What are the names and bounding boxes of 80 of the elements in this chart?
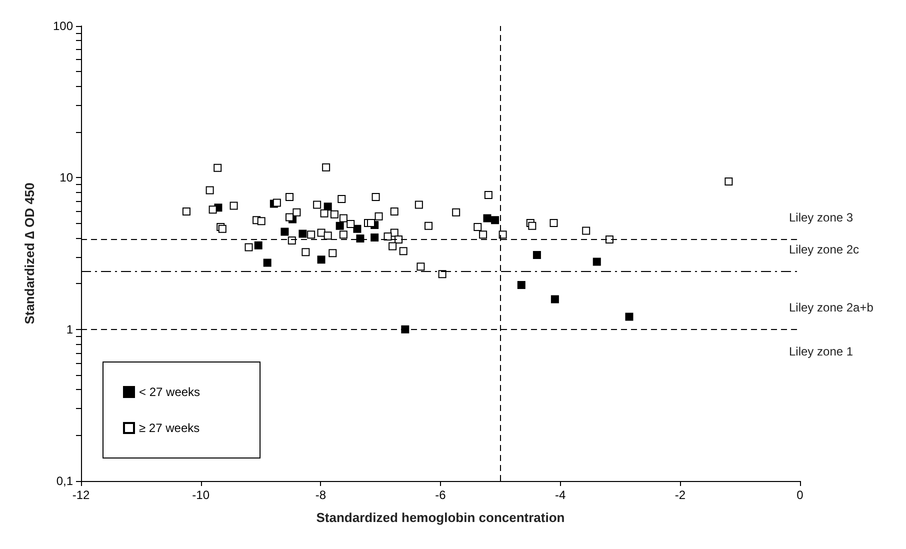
point xyxy=(324,232,332,240)
point xyxy=(339,230,348,239)
point xyxy=(474,222,482,231)
point xyxy=(317,256,326,264)
point xyxy=(517,281,526,290)
point xyxy=(370,234,379,242)
point xyxy=(484,191,492,200)
point xyxy=(424,222,433,230)
x-tick-label: -6 xyxy=(435,488,446,502)
point xyxy=(582,226,590,235)
point xyxy=(320,209,328,218)
point xyxy=(257,217,266,226)
point xyxy=(302,248,310,256)
point xyxy=(298,230,307,238)
point xyxy=(206,186,214,194)
legend-label: < 27 weeks xyxy=(139,385,200,399)
point xyxy=(374,212,383,220)
annotation: Liley zone 3 xyxy=(789,210,854,225)
annotation: Liley zone 1 xyxy=(789,344,854,358)
point xyxy=(328,249,337,258)
point xyxy=(288,236,296,245)
point xyxy=(214,164,222,172)
point xyxy=(286,213,294,222)
point xyxy=(330,210,338,218)
point xyxy=(550,295,559,304)
annotation: Liley zone 2a+b xyxy=(789,300,874,314)
annotation: Liley zone 2c xyxy=(789,242,860,257)
point xyxy=(550,219,558,228)
point xyxy=(272,198,281,207)
point xyxy=(401,325,410,334)
point xyxy=(338,194,346,203)
x-axis-title: Standardized hemoglobin concentration xyxy=(316,510,565,525)
point xyxy=(254,241,262,250)
y-tick-label: 0,1 xyxy=(56,474,74,488)
point xyxy=(292,208,301,216)
point xyxy=(491,216,500,224)
point xyxy=(605,236,614,244)
y-axis-title: Standardized ∆ OD 450 xyxy=(22,182,37,324)
point xyxy=(625,312,634,321)
point xyxy=(356,234,364,243)
point xyxy=(307,230,316,239)
point xyxy=(313,200,322,209)
point xyxy=(479,230,488,239)
point xyxy=(384,232,392,241)
y-tick-label: 100 xyxy=(52,19,74,33)
point xyxy=(208,206,217,214)
x-tick-label: -10 xyxy=(192,488,210,502)
point xyxy=(324,202,332,211)
point xyxy=(390,208,398,216)
point xyxy=(230,202,238,210)
x-tick-label: -12 xyxy=(72,488,90,502)
point xyxy=(483,214,492,222)
legend-label: ≥ 27 weeks xyxy=(139,421,200,435)
point xyxy=(724,177,733,186)
point xyxy=(372,192,380,201)
point xyxy=(388,242,397,250)
point xyxy=(263,258,272,267)
x-tick-label: -4 xyxy=(554,488,566,502)
point xyxy=(532,251,541,260)
point xyxy=(528,222,536,230)
point xyxy=(414,200,423,209)
point xyxy=(592,258,601,266)
point xyxy=(416,262,425,271)
point xyxy=(322,163,330,172)
point xyxy=(399,247,408,256)
y-tick-label: 10 xyxy=(60,170,74,185)
point xyxy=(339,214,348,222)
point xyxy=(336,222,344,230)
point xyxy=(244,243,253,252)
point xyxy=(394,236,403,244)
point xyxy=(182,208,190,216)
point xyxy=(452,208,460,216)
x-tick-label: -2 xyxy=(674,488,686,502)
x-tick-label: 0 xyxy=(796,488,804,502)
point xyxy=(353,224,362,233)
x-tick-label: -8 xyxy=(315,488,326,502)
point xyxy=(280,228,289,236)
point xyxy=(498,230,507,239)
point xyxy=(346,220,355,228)
y-tick-label: 1 xyxy=(66,322,74,336)
